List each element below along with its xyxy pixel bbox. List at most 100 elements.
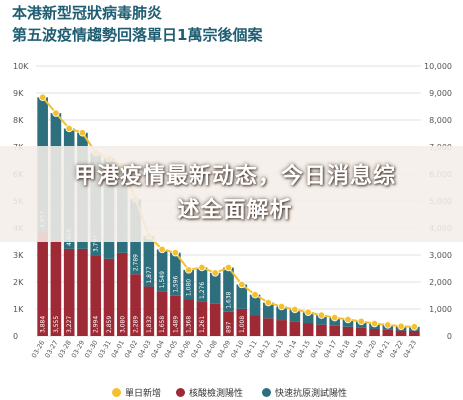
bar-rat	[209, 272, 221, 304]
total-point	[184, 266, 193, 274]
total-point	[224, 263, 233, 272]
total-point	[304, 308, 312, 316]
bar-rat	[276, 306, 287, 321]
y-axis-left-tick-label: 3K	[13, 251, 24, 260]
bar-label-rat: 1,549	[159, 271, 166, 288]
bar-label-rat: 2,789	[133, 254, 140, 271]
bar-label-pcr: 897	[226, 321, 233, 333]
y-axis-right-tick-label: 10,000	[424, 62, 452, 71]
bar-label-rat: 1,080	[186, 279, 193, 296]
legend-label-total: 單日新增	[125, 389, 162, 399]
bar-pcr	[103, 258, 115, 336]
title-line-1: 本港新型冠狀病毒肺炎	[12, 4, 163, 22]
bar-pcr	[183, 299, 194, 336]
bar-pcr	[130, 274, 141, 336]
bar-pcr	[342, 326, 354, 336]
bar-pcr	[302, 323, 314, 336]
bar-pcr	[249, 315, 261, 336]
bar-pcr	[50, 240, 62, 336]
total-point	[370, 319, 379, 328]
total-point	[410, 323, 419, 331]
legend-label-pcr: 核酸檢測陽性	[189, 389, 244, 399]
bar-rat	[289, 309, 301, 322]
total-point	[331, 313, 339, 322]
total-point	[65, 124, 73, 133]
total-point	[317, 311, 326, 319]
x-axis-tick-label: 04-23	[402, 339, 418, 359]
bar-pcr	[170, 295, 181, 336]
legend-item-pcr: 核酸檢測陽性	[176, 386, 243, 399]
bar-label-pcr: 2,289	[133, 316, 140, 333]
total-point	[198, 263, 206, 272]
bar-label-pcr: 3,884	[40, 316, 47, 333]
legend-label-rat: 快速抗原測試陽性	[275, 389, 348, 399]
bar-label-rat: 1,638	[226, 291, 233, 308]
bar-label-pcr: 3,080	[119, 316, 126, 333]
total-point	[264, 298, 273, 307]
bar-pcr	[409, 330, 420, 336]
bar-label-pcr: 1,658	[159, 316, 166, 333]
bar-pcr	[382, 329, 394, 336]
total-point	[291, 305, 299, 314]
total-point	[344, 315, 352, 324]
bar-pcr	[143, 286, 155, 336]
bar-pcr	[156, 291, 168, 336]
bar-pcr	[223, 311, 234, 336]
bar-pcr	[395, 330, 407, 336]
bar-rat	[302, 312, 314, 324]
bar-pcr	[369, 328, 380, 336]
bar-pcr	[63, 248, 75, 336]
total-point	[211, 269, 219, 277]
bar-label-pcr: 2,994	[93, 316, 100, 333]
bar-label-rat: 1,596	[172, 275, 179, 292]
bar-label-pcr: 3,227	[66, 316, 73, 333]
bar-rat	[236, 284, 248, 309]
legend-item-rat: 快速抗原測試陽性	[262, 386, 347, 399]
y-axis-right-tick-label: 9,000	[429, 89, 452, 98]
total-point	[78, 129, 87, 137]
bar-label-pcr: 1,261	[199, 316, 206, 333]
bar-label-pcr: 1,489	[172, 316, 179, 333]
bar-pcr	[37, 231, 48, 336]
bar-label-pcr: 1,832	[146, 316, 153, 333]
bar-label-pcr: 1,008	[239, 316, 246, 333]
bar-pcr	[196, 301, 208, 336]
y-axis-right-tick-label: 1,000	[429, 305, 452, 314]
bar-label-rat: 1,276	[199, 282, 206, 299]
bar-rat	[316, 315, 327, 325]
y-axis-left-tick-label: 9K	[13, 89, 24, 98]
total-point	[158, 245, 166, 254]
legend-swatch-total	[112, 388, 121, 397]
total-point	[277, 302, 286, 311]
bar-label-pcr: 3,555	[53, 316, 60, 333]
bar-pcr	[116, 252, 128, 336]
y-axis-left-tick-label: 8K	[13, 116, 24, 125]
legend-swatch-rat	[262, 388, 271, 397]
y-axis-right-tick-label: 2,000	[429, 278, 452, 287]
bar-rat	[196, 267, 208, 302]
bar-rat	[263, 302, 274, 319]
bar-pcr	[236, 308, 248, 336]
y-axis-left-tick-label: 2K	[13, 278, 24, 287]
legend-swatch-pcr	[176, 388, 185, 397]
bar-pcr	[77, 248, 88, 336]
y-axis-left-tick-label: 10K	[13, 62, 29, 71]
total-point	[52, 109, 60, 117]
bar-rat	[329, 317, 341, 326]
chart-title: 本港新型冠狀病毒肺炎 第五波疫情趨勢回落單日1萬宗後個案	[12, 2, 262, 46]
bar-pcr	[329, 325, 341, 336]
bar-label-pcr: 2,859	[106, 316, 113, 333]
y-axis-left-tick-label: 1K	[13, 305, 24, 314]
title-line-2: 第五波疫情趨勢回落單日1萬宗後個案	[12, 26, 263, 44]
bar-rat	[156, 249, 168, 292]
bar-pcr	[355, 327, 367, 336]
bar-pcr	[289, 321, 301, 336]
bar-rat	[183, 269, 194, 300]
y-axis-right-tick-label: 3,000	[429, 251, 452, 260]
total-point	[171, 249, 180, 257]
bar-pcr	[276, 320, 287, 336]
total-point	[238, 280, 246, 289]
overlay-banner	[0, 146, 463, 242]
bar-rat	[223, 267, 234, 312]
bar-pcr	[316, 324, 327, 336]
